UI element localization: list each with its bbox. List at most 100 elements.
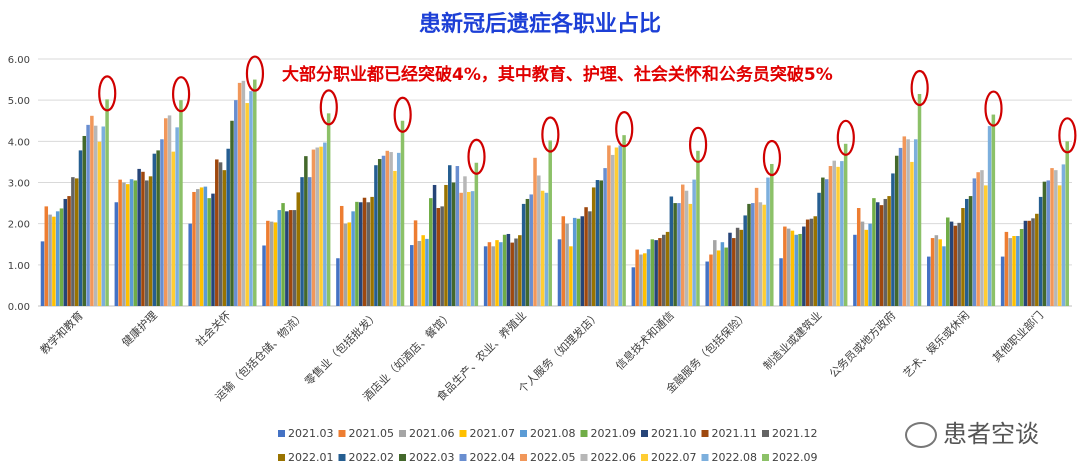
bar	[902, 136, 907, 306]
bar	[74, 178, 79, 306]
bar	[499, 242, 503, 306]
highlight-circle	[910, 69, 929, 107]
bar	[980, 170, 984, 306]
bar	[470, 191, 475, 306]
legend-swatch	[701, 454, 709, 461]
chart-annotation: 大部分职业都已经突破4%，其中教育、护理、社会关怀和公务员突破5%	[282, 65, 833, 85]
bar	[273, 222, 278, 306]
highlight-circle	[615, 111, 634, 148]
bar	[410, 245, 414, 306]
bar	[59, 208, 64, 306]
bar	[241, 80, 246, 306]
bar	[635, 249, 639, 306]
bar	[211, 193, 215, 306]
legend-label: 2022.09	[772, 451, 818, 464]
y-tick-label: 2.00	[8, 220, 30, 231]
bar	[203, 186, 208, 306]
bar	[836, 166, 840, 306]
bar	[879, 205, 884, 306]
legend-swatch	[701, 430, 709, 437]
bar	[93, 125, 98, 306]
bar	[463, 176, 467, 306]
bar	[642, 253, 647, 306]
watermark-text: 患者空谈	[943, 420, 1039, 448]
bar	[540, 190, 545, 306]
bar	[843, 143, 848, 306]
bar	[684, 190, 689, 306]
bar	[766, 177, 770, 306]
bar	[864, 229, 869, 306]
bar	[658, 238, 662, 306]
bar	[171, 151, 176, 307]
bar	[253, 79, 257, 306]
bar	[588, 211, 592, 306]
bar	[262, 245, 266, 306]
bar	[1008, 238, 1012, 306]
bar	[860, 221, 865, 306]
bar	[292, 210, 297, 306]
bar	[603, 168, 607, 306]
bar	[913, 139, 918, 306]
x-tick-labels: 教学和教育 健康护理 社会关怀运输（包括仓储、物流）零售业（包括批发）酒店业（如酒店…	[37, 308, 1046, 403]
bar	[537, 175, 541, 306]
bar	[732, 238, 736, 306]
bar	[355, 201, 359, 306]
legend-swatch	[580, 430, 588, 437]
x-tick-label: 金融服务（包括保险）	[663, 308, 751, 396]
legend-swatch	[762, 430, 769, 437]
bar	[105, 99, 109, 306]
y-tick-label: 6.00	[8, 55, 30, 66]
x-tick-label: 社会关怀	[193, 308, 234, 349]
bar	[673, 203, 677, 306]
legend-label: 2022.04	[470, 451, 516, 464]
bar	[222, 170, 227, 306]
bar	[934, 235, 939, 306]
x-tick-label: 教学和教育	[37, 308, 86, 357]
bar	[783, 226, 787, 306]
bar	[1031, 218, 1035, 306]
chart-title: 患新冠后遗症各职业占比	[418, 12, 661, 37]
bar	[1050, 168, 1054, 306]
bar	[961, 208, 965, 306]
bar	[599, 180, 604, 306]
bar	[326, 113, 331, 306]
bar	[584, 207, 588, 306]
bar	[1027, 220, 1031, 306]
bar	[805, 219, 810, 306]
bar	[709, 254, 713, 306]
legend-swatch	[641, 454, 648, 461]
legend-swatch	[520, 454, 527, 461]
legend-swatch	[762, 454, 769, 461]
legend-swatch	[641, 430, 648, 437]
wechat-icon	[905, 422, 937, 448]
bar	[965, 198, 969, 306]
bar	[762, 204, 766, 306]
bar	[1000, 256, 1005, 306]
bar	[790, 230, 795, 306]
bar	[389, 152, 393, 306]
legend-label: 2022.08	[712, 451, 758, 464]
bar	[518, 235, 522, 306]
bar	[396, 152, 401, 306]
bar	[144, 180, 149, 306]
bar	[374, 165, 378, 306]
bar	[101, 126, 106, 306]
bar	[569, 246, 573, 306]
highlight-circle	[688, 126, 708, 163]
bar	[370, 196, 374, 306]
legend-label: 2022.03	[409, 451, 455, 464]
bar	[288, 210, 293, 306]
bar	[692, 179, 696, 306]
bar	[1023, 220, 1028, 306]
bar	[417, 240, 422, 306]
bar	[754, 187, 759, 306]
highlight-circles	[98, 55, 1077, 177]
x-tick-label: 制造业或建筑业	[760, 308, 824, 372]
bar	[840, 161, 844, 306]
bar	[786, 228, 791, 306]
bar	[544, 192, 549, 306]
bar	[215, 159, 219, 306]
bar	[296, 192, 300, 306]
bar	[133, 180, 138, 306]
bar	[421, 235, 425, 306]
